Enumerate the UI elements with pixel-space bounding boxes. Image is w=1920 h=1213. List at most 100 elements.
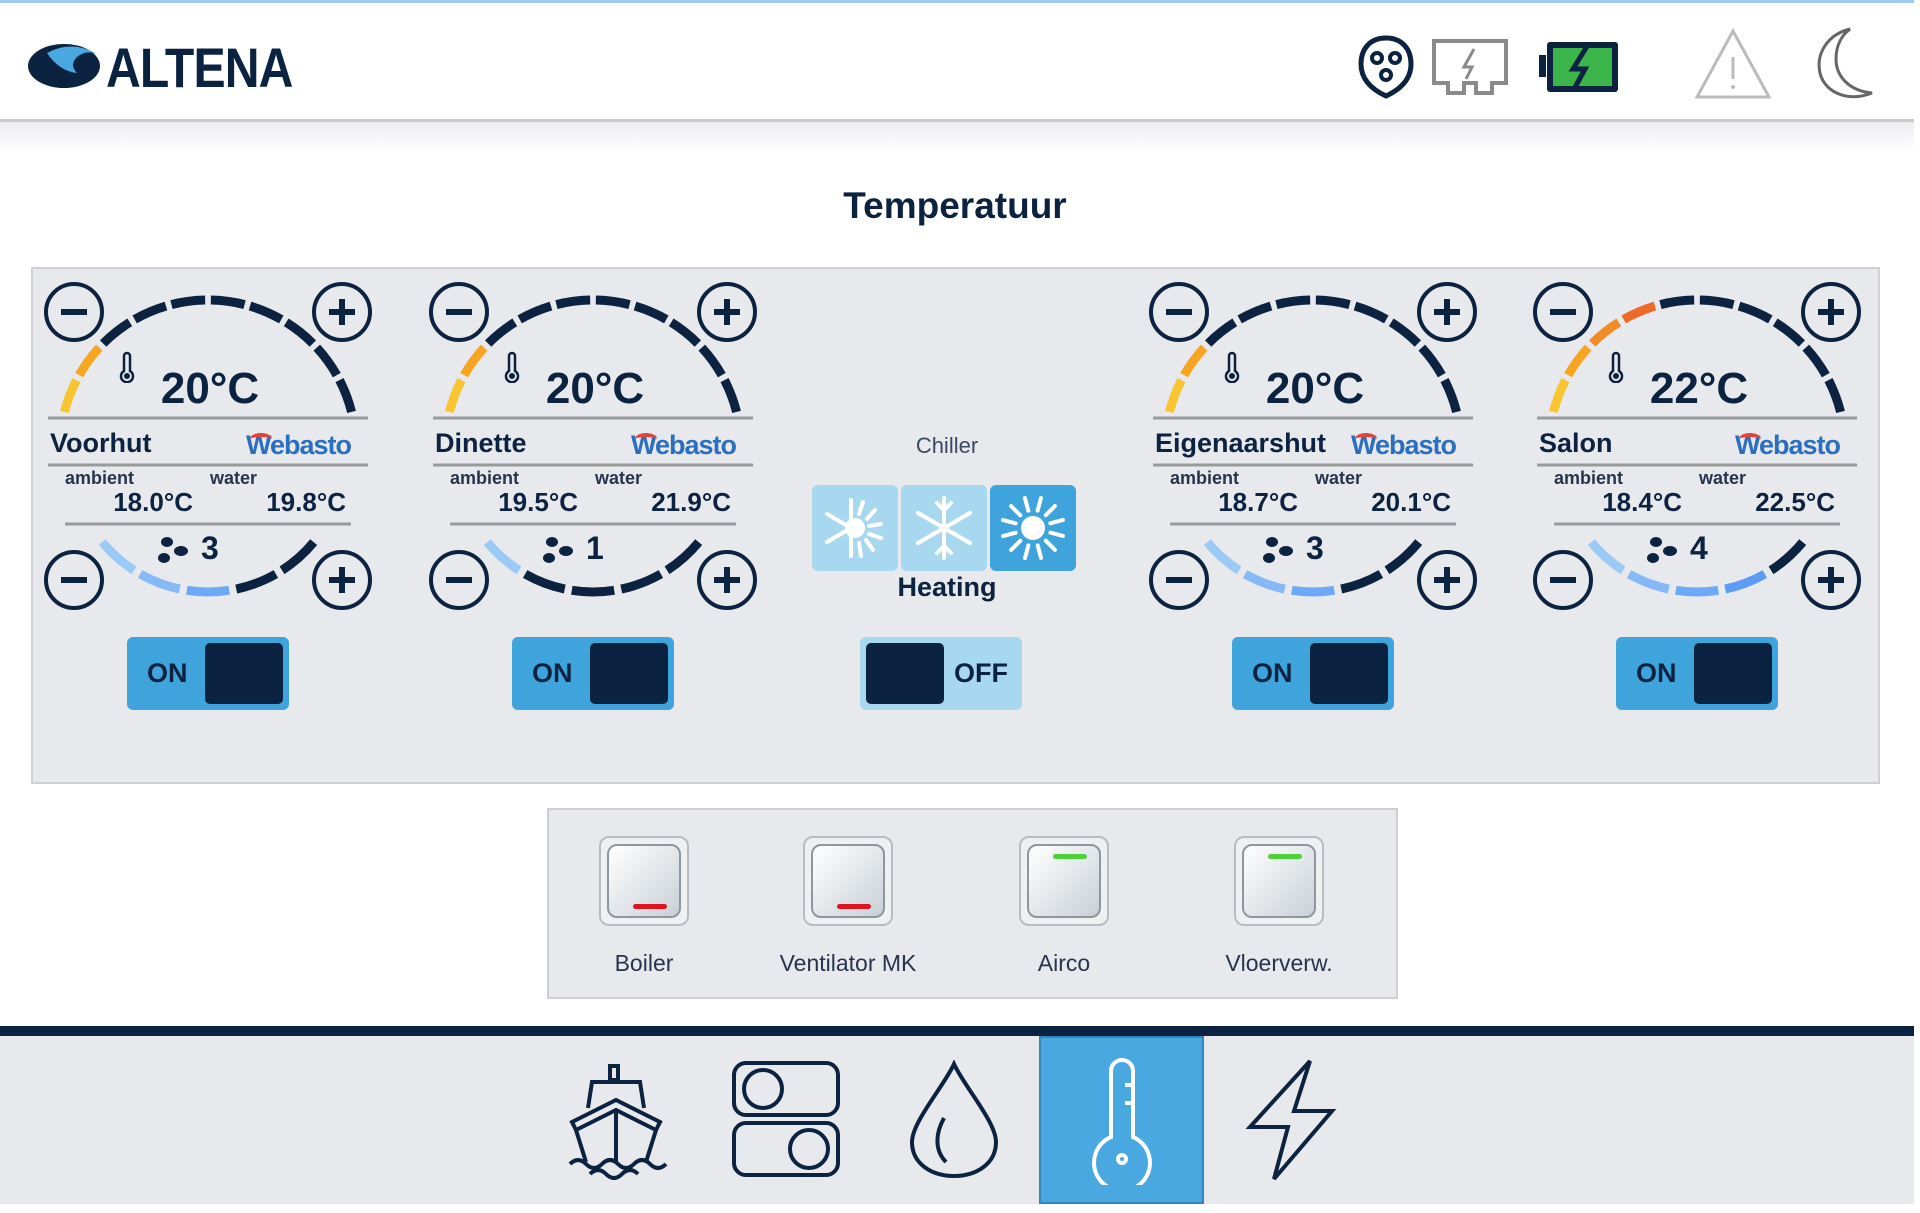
thermometer-icon (504, 351, 520, 383)
status-led (837, 904, 871, 909)
zone-name: Dinette (435, 428, 527, 458)
chiller-label: Chiller (915, 433, 979, 458)
water-drop-icon (909, 1060, 998, 1179)
sun-icon (1001, 496, 1065, 560)
switches-icon (731, 1061, 840, 1177)
ambient-temperature: 18.0°C (113, 487, 193, 517)
heater-power-toggle[interactable]: ON (1232, 637, 1394, 710)
thermometer-icon (1091, 1058, 1152, 1185)
switch-label: Boiler (614, 950, 674, 976)
nav-ship-button[interactable] (536, 1036, 701, 1204)
fan-decrease-button[interactable] (1147, 548, 1211, 612)
brand-logo-arc (250, 433, 272, 445)
nav-divider (0, 1026, 1914, 1036)
fan-level: 4 (1690, 530, 1708, 566)
altena-logo-icon (28, 44, 100, 88)
nav-power-button[interactable] (1207, 1036, 1372, 1204)
fan-increase-button[interactable] (1415, 548, 1479, 612)
switch-airco[interactable] (1019, 836, 1109, 926)
setpoint-increase-button[interactable] (1415, 280, 1479, 344)
brand-logo-arc (1739, 433, 1761, 445)
switch-boiler[interactable] (599, 836, 689, 926)
night-mode-icon[interactable] (1806, 25, 1878, 105)
heater-power-toggle[interactable]: ON (1616, 637, 1778, 710)
toggle-knob (1310, 643, 1388, 704)
fan-increase-button[interactable] (310, 548, 374, 612)
webasto-logo: Webasto (246, 430, 352, 461)
toggle-state-label: ON (147, 658, 188, 688)
toggle-state-label: ON (1252, 658, 1293, 688)
ambient-temperature: 19.5°C (498, 487, 578, 517)
zone-name: Salon (1539, 428, 1613, 458)
fan-icon (1647, 537, 1677, 563)
snowflake-icon (916, 496, 972, 560)
setpoint-value: 20°C (160, 364, 260, 413)
fan-level: 3 (1306, 530, 1324, 566)
setpoint-increase-button[interactable] (695, 280, 759, 344)
nav-switches-button[interactable] (703, 1036, 868, 1204)
battery-charging-icon[interactable] (1537, 39, 1621, 95)
toggle-state-label: ON (532, 658, 573, 688)
setpoint-decrease-button[interactable] (1147, 280, 1211, 344)
switch-label: Airco (1037, 950, 1091, 976)
fan-increase-button[interactable] (1799, 548, 1863, 612)
warning-icon[interactable] (1693, 27, 1773, 101)
power-outlet-icon[interactable] (1357, 34, 1415, 100)
toggle-knob (1694, 643, 1772, 704)
chiller-mode-heating-button[interactable] (990, 485, 1076, 571)
logo-text: ALTENA (106, 36, 293, 99)
header: ALTENA (0, 3, 1914, 122)
switch-label: Vloerverw. (1225, 950, 1333, 976)
ship-icon (568, 1064, 667, 1180)
switch-vloerverw-[interactable] (1234, 836, 1324, 926)
toggle-knob (205, 643, 283, 704)
ambient-label: ambient (450, 468, 520, 488)
water-temperature: 21.9°C (651, 487, 731, 517)
nav-water-button[interactable] (871, 1036, 1036, 1204)
brand-logo-arc (635, 433, 657, 445)
nav-temperature-button[interactable] (1039, 1036, 1204, 1204)
switch-ventilator-mk[interactable] (803, 836, 893, 926)
water-label: water (595, 468, 643, 488)
setpoint-decrease-button[interactable] (42, 280, 106, 344)
fan-decrease-button[interactable] (427, 548, 491, 612)
ambient-temperature: 18.7°C (1218, 487, 1298, 517)
fan-level: 1 (586, 530, 604, 566)
switch-label: Ventilator MK (779, 950, 917, 976)
setpoint-decrease-button[interactable] (1531, 280, 1595, 344)
fan-icon (158, 537, 188, 563)
zone-name: Eigenaarshut (1155, 428, 1327, 458)
snow-sun-icon (825, 498, 883, 558)
toggle-knob (866, 643, 944, 704)
fan-level: 3 (201, 530, 219, 566)
chiller-power-toggle[interactable]: OFF (860, 637, 1022, 710)
setpoint-increase-button[interactable] (310, 280, 374, 344)
fan-increase-button[interactable] (695, 548, 759, 612)
toggle-knob (590, 643, 668, 704)
setpoint-decrease-button[interactable] (427, 280, 491, 344)
webasto-logo: Webasto (1351, 430, 1457, 461)
heater-power-toggle[interactable]: ON (512, 637, 674, 710)
zone-name: Voorhut (50, 428, 152, 458)
switch-rocker (811, 844, 885, 918)
fan-decrease-button[interactable] (1531, 548, 1595, 612)
chiller-mode-label: Heating (897, 572, 997, 602)
shore-power-icon[interactable] (1430, 37, 1510, 97)
water-label: water (210, 468, 258, 488)
chiller-mode-cooling-button[interactable] (901, 485, 987, 571)
webasto-logo: Webasto (631, 430, 737, 461)
switch-rocker (607, 844, 681, 918)
chiller-mode-auto-button[interactable] (812, 485, 898, 571)
switch-rocker (1242, 844, 1316, 918)
setpoint-value: 22°C (1649, 364, 1749, 413)
fan-decrease-button[interactable] (42, 548, 106, 612)
switch-rocker (1027, 844, 1101, 918)
setpoint-value: 20°C (545, 364, 645, 413)
setpoint-increase-button[interactable] (1799, 280, 1863, 344)
heater-power-toggle[interactable]: ON (127, 637, 289, 710)
bottom-nav (0, 1036, 1914, 1204)
status-led (1053, 854, 1087, 859)
water-temperature: 22.5°C (1755, 487, 1835, 517)
fan-icon (543, 537, 573, 563)
thermometer-icon (1608, 351, 1624, 383)
